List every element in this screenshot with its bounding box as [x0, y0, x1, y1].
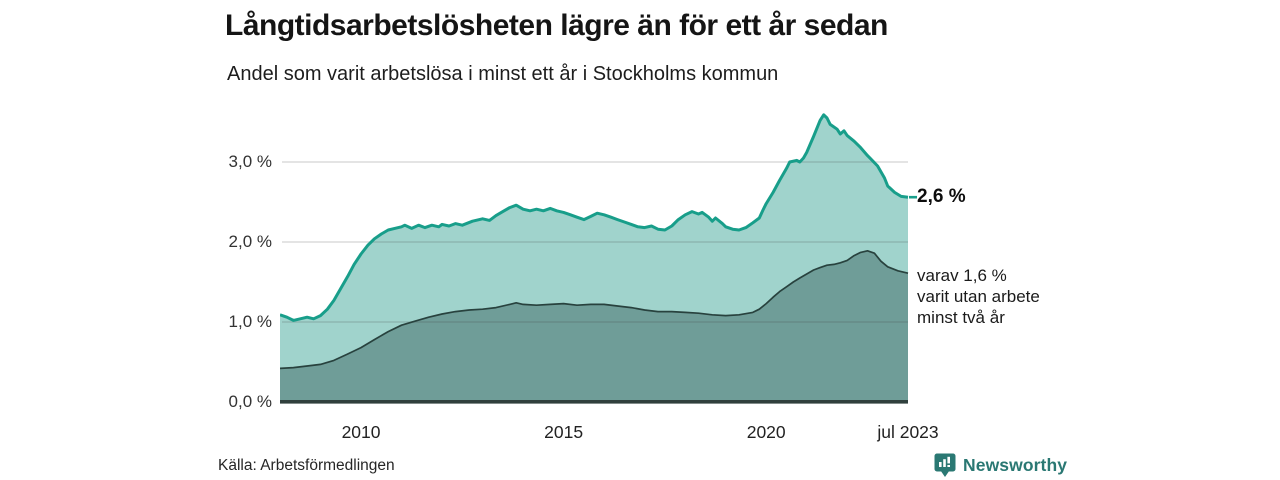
- x-tick-label: 2015: [544, 422, 584, 442]
- x-axis-line: [280, 400, 908, 404]
- series-line-0: [280, 113, 909, 322]
- source-attribution: Källa: Arbetsförmedlingen: [218, 457, 395, 474]
- series-secondary-annotation: varav 1,6 % varit utan arbete minst två …: [917, 265, 1087, 328]
- series-line-1: [280, 249, 909, 370]
- area-chart-plot: [280, 113, 917, 404]
- chart-title: Långtidsarbetslösheten lägre än för ett …: [225, 9, 888, 42]
- y-tick-label: 3,0 %: [228, 152, 272, 171]
- newsworthy-logo-icon: [934, 453, 956, 477]
- y-tick-label: 2,0 %: [228, 232, 272, 251]
- series-end-value-label: 2,6 %: [917, 186, 966, 207]
- x-tick-label: 2010: [341, 422, 381, 442]
- brand-logo: Newsworthy: [934, 452, 1067, 478]
- chart-subtitle: Andel som varit arbetslösa i minst ett å…: [227, 63, 779, 85]
- y-tick-label: 1,0 %: [228, 312, 272, 331]
- y-tick-label: 0,0 %: [228, 392, 272, 411]
- annotation-line-3: minst två år: [917, 308, 1005, 327]
- x-tick-label: 2020: [746, 422, 786, 442]
- series-area-1: [280, 250, 908, 402]
- annotation-line-1: varav 1,6 %: [917, 266, 1007, 285]
- brand-name: Newsworthy: [963, 454, 1068, 475]
- annotation-line-2: varit utan arbete: [917, 287, 1040, 306]
- x-tick-label: jul 2023: [877, 422, 939, 442]
